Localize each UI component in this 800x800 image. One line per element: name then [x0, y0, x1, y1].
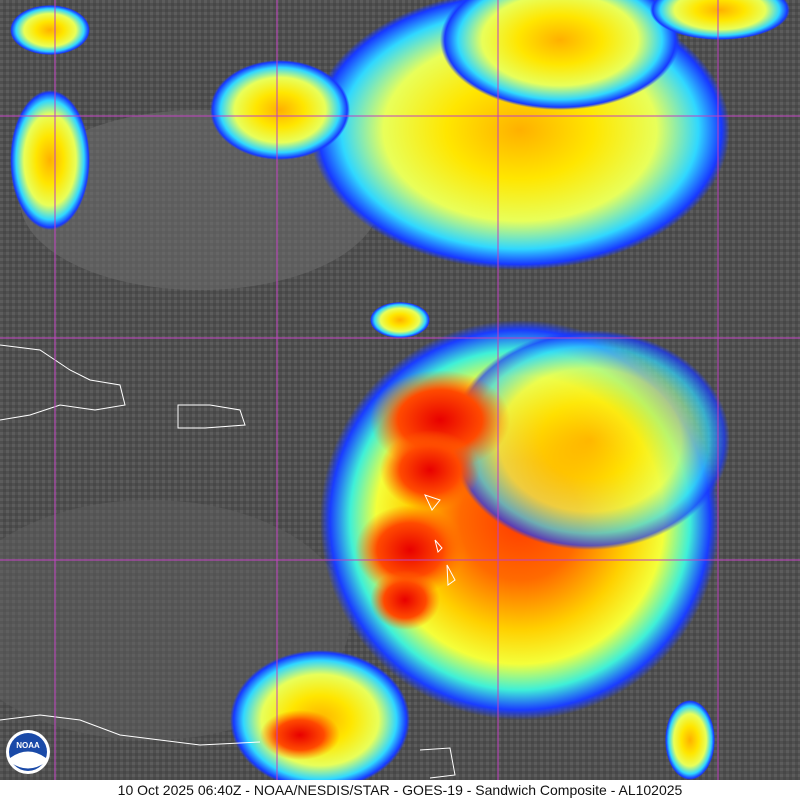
lat-lon-grid	[0, 0, 800, 780]
coastlines	[0, 344, 456, 779]
logo-text: NOAA	[16, 741, 40, 750]
satellite-image: NOAA	[0, 0, 800, 780]
caption: 10 Oct 2025 06:40Z - NOAA/NESDIS/STAR - …	[0, 780, 800, 800]
noaa-logo: NOAA	[6, 730, 50, 774]
